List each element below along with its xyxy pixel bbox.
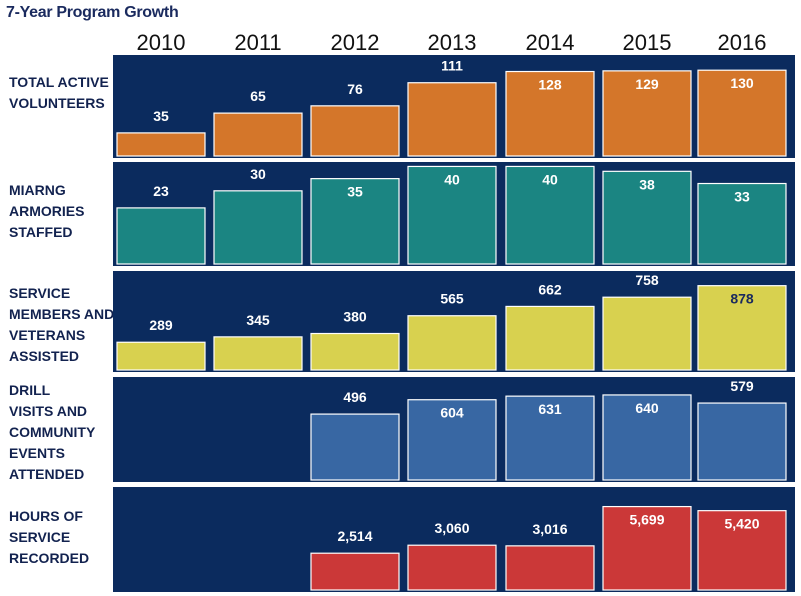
bar-0-2016 (697, 69, 787, 157)
bar-2-2016 (697, 285, 787, 371)
row-label-line: SERVICE (9, 529, 71, 545)
row-label-2: SERVICE MEMBERS AND VETERANS ASSISTED (9, 283, 114, 367)
value-label-0-2015: 129 (635, 76, 659, 92)
bar-3-2015 (602, 394, 692, 481)
value-label-4-2015: 5,699 (629, 512, 664, 528)
year-label-2014: 2014 (525, 30, 575, 55)
bar-3-2012 (310, 413, 400, 481)
bar-0-2012 (310, 105, 400, 157)
value-label-0-2012: 76 (347, 81, 363, 97)
bar-1-2014 (505, 165, 595, 265)
value-label-0-2016: 130 (730, 75, 754, 91)
row-label-line: VISITS AND (9, 403, 88, 419)
value-label-2-2014: 662 (538, 281, 562, 297)
bar-2-2010 (116, 341, 206, 371)
value-label-3-2015: 640 (635, 400, 659, 416)
row-label-line: ASSISTED (9, 348, 80, 364)
row-label-line: HOURS OF (9, 508, 83, 524)
bar-0-2015 (602, 70, 692, 157)
value-label-4-2013: 3,060 (434, 520, 469, 536)
row-label-4: HOURS OF SERVICE RECORDED (9, 506, 89, 569)
bar-3-2013 (407, 399, 497, 481)
bar-4-2014 (505, 545, 595, 591)
value-label-1-2013: 40 (444, 171, 460, 187)
bar-3-2016 (697, 402, 787, 481)
bar-1-2012 (310, 178, 400, 265)
value-label-0-2011: 65 (250, 88, 266, 104)
value-label-1-2011: 30 (250, 166, 266, 182)
value-label-3-2013: 604 (440, 405, 464, 421)
value-label-2-2012: 380 (343, 309, 367, 325)
bar-4-2013 (407, 544, 497, 591)
row-label-line: STAFFED (9, 224, 73, 240)
value-label-0-2010: 35 (153, 108, 169, 124)
year-label-2016: 2016 (717, 30, 767, 55)
row-label-line: VOLUNTEERS (9, 95, 105, 111)
row-label-line: TOTAL ACTIVE (9, 74, 109, 90)
row-label-line: ARMORIES (9, 203, 85, 219)
row-label-line: COMMUNITY (9, 424, 96, 440)
bar-2-2013 (407, 315, 497, 371)
bar-2-2012 (310, 332, 400, 371)
year-label-2010: 2010 (136, 30, 186, 55)
value-label-1-2012: 35 (347, 184, 363, 200)
value-label-4-2016: 5,420 (724, 516, 759, 532)
row-label-line: MIARNG (9, 182, 66, 198)
bar-2-2011 (213, 336, 303, 371)
bar-1-2015 (602, 170, 692, 265)
value-label-0-2013: 111 (441, 58, 463, 74)
value-label-2-2015: 758 (635, 272, 659, 288)
bar-3-2014 (505, 395, 595, 481)
value-label-2-2011: 345 (246, 312, 270, 328)
row-label-line: VETERANS (9, 327, 86, 343)
bar-1-2010 (116, 207, 206, 265)
row-label-line: DRILL (9, 382, 51, 398)
value-label-2-2016: 878 (730, 291, 754, 307)
value-label-0-2014: 128 (538, 77, 562, 93)
value-label-2-2010: 289 (149, 317, 173, 333)
bar-0-2011 (213, 112, 303, 157)
bar-0-2010 (116, 132, 206, 157)
bar-0-2013 (407, 82, 497, 157)
row-label-line: RECORDED (9, 550, 90, 566)
value-label-1-2014: 40 (542, 171, 558, 187)
bar-0-2014 (505, 70, 595, 157)
row-label-line: ATTENDED (9, 466, 85, 482)
row-label-line: SERVICE (9, 285, 71, 301)
row-label-3: DRILL VISITS AND COMMUNITY EVENTS ATTENDED (9, 380, 95, 485)
bar-4-2012 (310, 552, 400, 591)
row-label-1: MIARNG ARMORIES STAFFED (9, 180, 84, 243)
year-label-2011: 2011 (234, 30, 282, 55)
row-label-line: MEMBERS AND (9, 306, 115, 322)
bar-1-2013 (407, 165, 497, 265)
bar-1-2016 (697, 182, 787, 265)
value-label-1-2010: 23 (153, 183, 169, 199)
value-label-2-2013: 565 (440, 291, 464, 307)
year-label-2012: 2012 (330, 30, 380, 55)
year-label-2013: 2013 (427, 30, 477, 55)
bar-4-2015 (602, 505, 692, 591)
row-label-line: EVENTS (9, 445, 66, 461)
value-label-4-2012: 2,514 (337, 528, 372, 544)
chart-title: 7-Year Program Growth (6, 4, 179, 21)
year-label-2015: 2015 (622, 30, 672, 55)
value-label-3-2012: 496 (343, 389, 367, 405)
value-label-1-2015: 38 (639, 176, 655, 192)
bar-2-2014 (505, 305, 595, 371)
bar-2-2015 (602, 296, 692, 371)
bar-4-2016 (697, 510, 787, 591)
value-label-1-2016: 33 (734, 189, 750, 205)
value-label-3-2014: 631 (538, 401, 562, 417)
bar-1-2011 (213, 190, 303, 265)
row-label-0: TOTAL ACTIVE VOLUNTEERS (9, 72, 109, 114)
value-label-3-2016: 579 (730, 378, 754, 394)
value-label-4-2014: 3,016 (532, 521, 567, 537)
